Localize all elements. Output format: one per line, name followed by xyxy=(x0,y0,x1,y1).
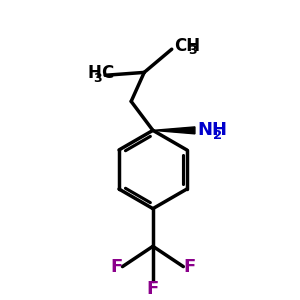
Text: F: F xyxy=(147,280,159,298)
Polygon shape xyxy=(153,127,195,134)
Text: CH: CH xyxy=(174,37,200,55)
Text: 2: 2 xyxy=(213,129,222,142)
Text: C: C xyxy=(102,64,114,82)
Text: NH: NH xyxy=(197,122,227,140)
Text: F: F xyxy=(184,258,196,276)
Text: 3: 3 xyxy=(93,72,102,85)
Text: F: F xyxy=(110,258,122,276)
Text: H: H xyxy=(88,64,102,82)
Text: 3: 3 xyxy=(188,44,197,57)
